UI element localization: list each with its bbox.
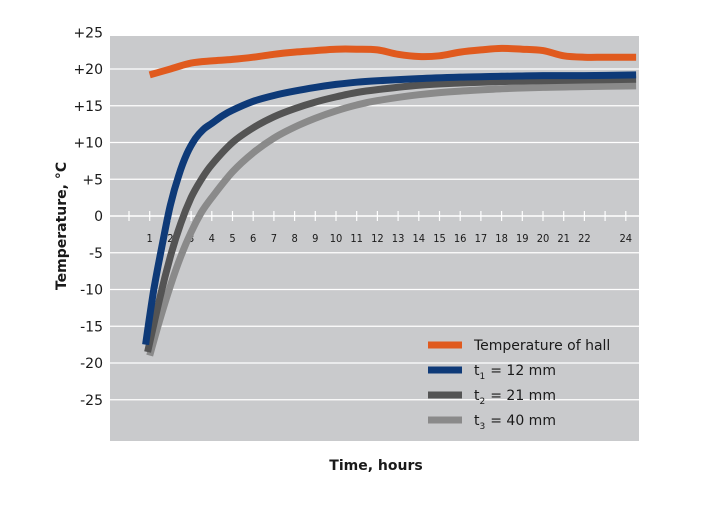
x-tick-label: 13 (392, 232, 405, 245)
x-tick-label: 19 (516, 232, 529, 245)
x-tick-label: 10 (330, 232, 343, 245)
y-tick-label: -20 (80, 356, 103, 372)
y-tick-label: -15 (80, 319, 103, 335)
x-tick-label: 11 (350, 232, 363, 245)
legend-label: t2 = 21 mm (474, 388, 556, 407)
series-line (144, 75, 637, 353)
x-tick-label: 16 (454, 232, 467, 245)
x-tick-label: 20 (537, 232, 550, 245)
x-tick-label: 14 (413, 232, 426, 245)
y-tick-label: +25 (73, 25, 103, 41)
x-tick-label: 12 (371, 232, 384, 245)
x-tick-label: 18 (495, 232, 508, 245)
x-tick-label: 15 (433, 232, 446, 245)
y-tick-label: +5 (82, 172, 103, 188)
legend-label: Temperature of hall (473, 338, 610, 354)
y-tick-label: -25 (80, 393, 103, 409)
y-tick-label: +15 (73, 99, 103, 115)
x-axis-title: Time, hours (329, 458, 422, 474)
x-tick-labels: 1 2 3 4 5 6 7 8 9 10 11 12 13 14 15 16 17 18 19 20 21 22 24 (147, 232, 633, 245)
x-tick-label: 7 (271, 232, 277, 245)
x-tick-label: 24 (620, 232, 633, 245)
grid (110, 31, 639, 401)
y-tick-label: +20 (73, 62, 103, 78)
series-line (146, 82, 637, 357)
series-line (148, 44, 637, 79)
legend-label: t3 = 40 mm (474, 413, 556, 432)
x-tick-label: 4 (209, 232, 215, 245)
x-tick-label: 6 (250, 232, 256, 245)
x-tick-label: 5 (229, 232, 235, 245)
x-tick-label: 17 (475, 232, 488, 245)
y-axis: +25 +20 +15 +10 +5 0 -5 -10 -15 -20 -25 (73, 25, 103, 409)
x-tick-label: 9 (312, 232, 318, 245)
y-tick-label: +10 (73, 136, 103, 152)
x-tick-label: 21 (557, 232, 570, 245)
x-tick-label: 2 (167, 232, 173, 245)
x-tick-label: 1 (147, 232, 153, 245)
series-line (142, 71, 637, 346)
legend: Temperature of hall t1 = 12 mm t2 = 21 mm t3 =… (428, 338, 610, 432)
x-tick-label: 8 (291, 232, 297, 245)
x-tick-label: 22 (578, 232, 591, 245)
y-tick-label: -5 (89, 246, 103, 262)
y-axis-title: Temperature, °C (54, 162, 70, 290)
y-tick-label: 0 (94, 209, 103, 225)
legend-label: t1 = 12 mm (474, 363, 556, 382)
series-lines (142, 44, 637, 357)
y-tick-label: -10 (80, 283, 103, 299)
